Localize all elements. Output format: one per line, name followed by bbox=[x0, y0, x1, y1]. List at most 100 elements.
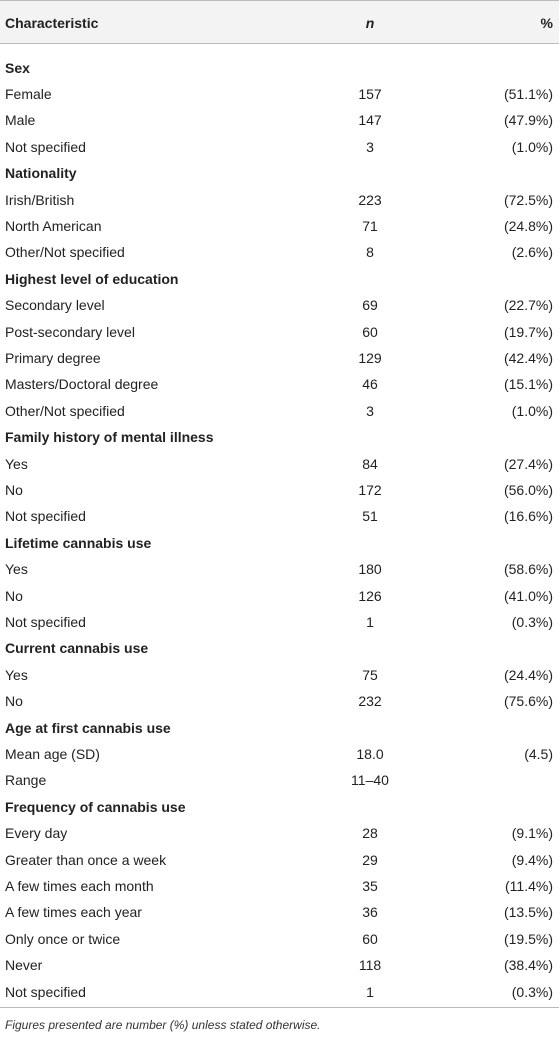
cell: (13.5%) bbox=[503, 904, 553, 921]
cell: (75.6%) bbox=[503, 693, 553, 710]
table-row: Range 11–40 bbox=[0, 767, 559, 793]
cell: 232 bbox=[358, 693, 382, 710]
cell: 126 bbox=[358, 587, 382, 604]
section-row: Frequency of cannabis use bbox=[0, 794, 559, 820]
cell: 28 bbox=[362, 825, 378, 842]
row-label: Female bbox=[5, 85, 52, 102]
row-label: Other/Not specified bbox=[5, 402, 125, 419]
table-row: Yes 75 (24.4%) bbox=[0, 662, 559, 688]
cell: (2.6%) bbox=[511, 244, 553, 261]
row-label: Not specified bbox=[5, 508, 86, 525]
cell: (9.1%) bbox=[511, 825, 553, 842]
cell: 118 bbox=[358, 957, 382, 974]
section-title: Lifetime cannabis use bbox=[5, 534, 152, 551]
table-row: Post-secondary level 60 (19.7%) bbox=[0, 319, 559, 345]
cell: 60 bbox=[362, 930, 378, 947]
table-row: Not specified 1 (0.3%) bbox=[0, 609, 559, 635]
row-label: Yes bbox=[5, 666, 28, 683]
cell: 1 bbox=[366, 613, 374, 630]
table-row: Other/Not specified 8 (2.6%) bbox=[0, 239, 559, 265]
table-row: Male 147 (47.9%) bbox=[0, 107, 559, 133]
cell: (0.3%) bbox=[511, 983, 553, 1000]
row-label: Not specified bbox=[5, 613, 86, 630]
cell: (72.5%) bbox=[503, 191, 553, 208]
cell: 18.0 bbox=[356, 745, 384, 762]
section-title: Highest level of education bbox=[5, 270, 179, 287]
row-label: Yes bbox=[5, 561, 28, 578]
cell: (15.1%) bbox=[503, 376, 553, 393]
table-row: Primary degree 129 (42.4%) bbox=[0, 345, 559, 371]
section-row: Current cannabis use bbox=[0, 635, 559, 661]
cell: 84 bbox=[362, 455, 378, 472]
section-row: Nationality bbox=[0, 160, 559, 186]
cell: 29 bbox=[362, 851, 378, 868]
row-label: Irish/British bbox=[5, 191, 75, 208]
table-row: No 126 (41.0%) bbox=[0, 583, 559, 609]
cell: (19.5%) bbox=[503, 930, 553, 947]
section-row: Family history of mental illness bbox=[0, 424, 559, 450]
table-row: North American 71 (24.8%) bbox=[0, 213, 559, 239]
cell: (1.0%) bbox=[511, 138, 553, 155]
cell: 36 bbox=[362, 904, 378, 921]
cell: 71 bbox=[362, 217, 378, 234]
section-title: Nationality bbox=[5, 165, 77, 182]
section-title: Current cannabis use bbox=[5, 640, 149, 657]
cell: 172 bbox=[358, 481, 382, 498]
cell: 35 bbox=[362, 877, 378, 894]
cell: 46 bbox=[362, 376, 378, 393]
table-row: Irish/British 223 (72.5%) bbox=[0, 187, 559, 213]
cell: 75 bbox=[362, 666, 378, 683]
cell: 180 bbox=[358, 561, 382, 578]
cell: (24.8%) bbox=[503, 217, 553, 234]
section-title: Frequency of cannabis use bbox=[5, 798, 186, 815]
table-row: Yes 84 (27.4%) bbox=[0, 451, 559, 477]
table-row: No 232 (75.6%) bbox=[0, 688, 559, 714]
cell: 1 bbox=[366, 983, 374, 1000]
table-row: Not specified 51 (16.6%) bbox=[0, 503, 559, 529]
cell: 129 bbox=[358, 349, 382, 366]
table-row: Not specified 1 (0.3%) bbox=[0, 979, 559, 1005]
cell: 8 bbox=[366, 244, 374, 261]
row-label: Post-secondary level bbox=[5, 323, 135, 340]
table-row: Only once or twice 60 (19.5%) bbox=[0, 926, 559, 952]
row-label: A few times each month bbox=[5, 877, 154, 894]
row-label: Never bbox=[5, 957, 43, 974]
row-label: North American bbox=[5, 217, 102, 234]
cell: 69 bbox=[362, 297, 378, 314]
cell: (51.1%) bbox=[503, 85, 553, 102]
cell: (19.7%) bbox=[503, 323, 553, 340]
cell: (38.4%) bbox=[503, 957, 553, 974]
row-label: Other/Not specified bbox=[5, 244, 125, 261]
cell: (41.0%) bbox=[503, 587, 553, 604]
row-label: Masters/Doctoral degree bbox=[5, 376, 159, 393]
cell: (27.4%) bbox=[503, 455, 553, 472]
row-label: No bbox=[5, 481, 23, 498]
row-label: No bbox=[5, 587, 23, 604]
table-row: A few times each month 35 (11.4%) bbox=[0, 873, 559, 899]
cell: (56.0%) bbox=[503, 481, 553, 498]
table-rule bbox=[0, 1007, 559, 1008]
row-label: Not specified bbox=[5, 983, 86, 1000]
table-row: No 172 (56.0%) bbox=[0, 477, 559, 503]
cell: 147 bbox=[358, 112, 382, 129]
section-row: Sex bbox=[0, 55, 559, 81]
table-row: Never 118 (38.4%) bbox=[0, 952, 559, 978]
cell: 223 bbox=[358, 191, 382, 208]
cell: (42.4%) bbox=[503, 349, 553, 366]
section-row: Lifetime cannabis use bbox=[0, 530, 559, 556]
cell: 51 bbox=[362, 508, 378, 525]
section-title: Sex bbox=[5, 59, 30, 76]
table-row: Mean age (SD) 18.0 (4.5) bbox=[0, 741, 559, 767]
table-row: Other/Not specified 3 (1.0%) bbox=[0, 398, 559, 424]
row-label: No bbox=[5, 693, 23, 710]
section-row: Highest level of education bbox=[0, 266, 559, 292]
row-label: Secondary level bbox=[5, 297, 105, 314]
header-cell: n bbox=[365, 15, 375, 31]
footnote: Figures presented are number (%) unless … bbox=[5, 1018, 321, 1032]
row-label: Greater than once a week bbox=[5, 851, 167, 868]
cell: (16.6%) bbox=[503, 508, 553, 525]
row-label: Range bbox=[5, 772, 47, 789]
cell: 11–40 bbox=[351, 772, 389, 789]
cell: 60 bbox=[362, 323, 378, 340]
